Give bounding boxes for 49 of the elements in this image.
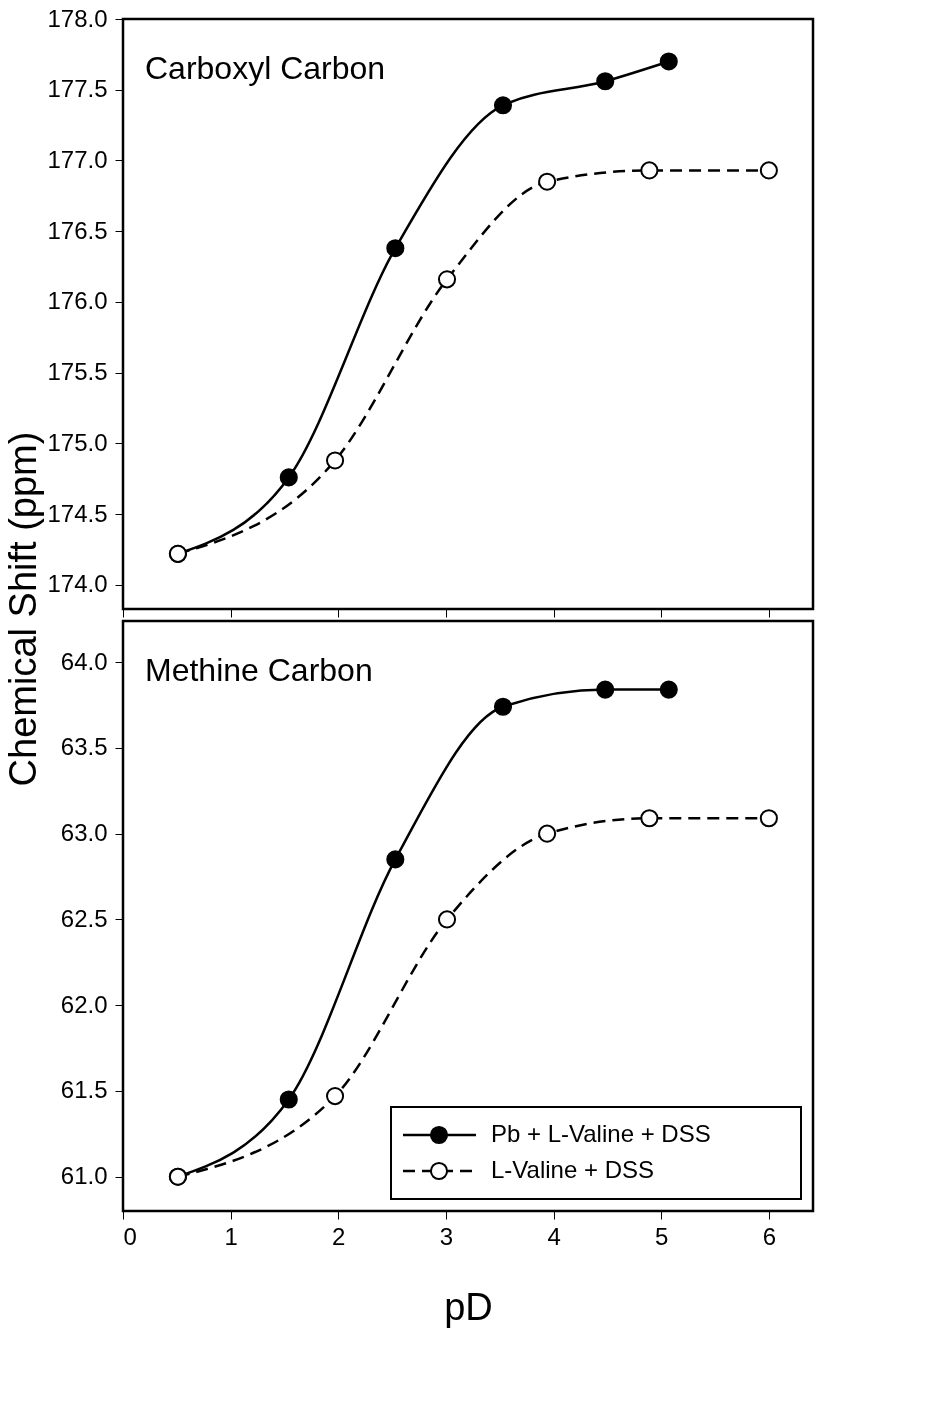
annotation: Methine Carbon: [145, 652, 373, 688]
y-tick-label: 62.0: [60, 990, 108, 1018]
y-tick-label: 177.5: [47, 75, 108, 103]
x-axis-title: pD: [444, 1285, 493, 1328]
y-tick-label: 175.5: [47, 358, 108, 386]
point: [279, 1090, 298, 1109]
point: [386, 239, 405, 258]
point: [279, 468, 298, 487]
x-tick-label: 1: [224, 1222, 238, 1250]
y-tick-label: 178.0: [47, 4, 108, 32]
y-tick-label: 63.0: [60, 819, 108, 847]
point: [596, 680, 615, 699]
y-tick-label: 176.0: [47, 287, 108, 315]
legend-label: Pb + L-Valine + DSS: [491, 1120, 711, 1147]
point: [437, 910, 457, 929]
y-tick-label: 63.5: [60, 733, 108, 761]
y-tick-label: 174.5: [47, 499, 108, 527]
y-tick-label: 176.5: [47, 216, 108, 244]
point: [326, 451, 345, 470]
y-axis-title: Chemical Shift (ppm): [2, 431, 44, 787]
x-tick-label: 5: [655, 1222, 669, 1250]
y-tick-label: 62.5: [60, 904, 108, 932]
x-tick-label: 2: [332, 1222, 346, 1250]
point: [640, 809, 659, 828]
point: [386, 850, 405, 869]
point: [640, 161, 659, 180]
y-tick-label: 177.0: [47, 145, 108, 173]
point: [659, 680, 678, 699]
point: [759, 809, 778, 828]
point: [759, 161, 778, 180]
y-tick-label: 61.0: [60, 1162, 108, 1190]
legend-label: L-Valine + DSS: [491, 1156, 654, 1183]
y-tick-label: 61.5: [60, 1076, 108, 1104]
point: [659, 52, 678, 71]
y-tick-label: 174.0: [47, 570, 108, 598]
y-tick-label: 175.0: [47, 428, 108, 456]
x-tick-label: 4: [547, 1222, 561, 1250]
annotation: Carboxyl Carbon: [145, 50, 386, 86]
x-tick-label: 6: [762, 1222, 777, 1250]
point: [596, 72, 615, 91]
point: [538, 824, 557, 843]
x-tick-label: 0: [123, 1222, 137, 1250]
y-tick-label: 64.0: [60, 647, 108, 675]
x-tick-label: 3: [439, 1222, 454, 1250]
point: [493, 697, 513, 716]
point: [493, 96, 513, 115]
point: [326, 1087, 345, 1106]
point: [538, 172, 557, 191]
point: [437, 270, 457, 289]
